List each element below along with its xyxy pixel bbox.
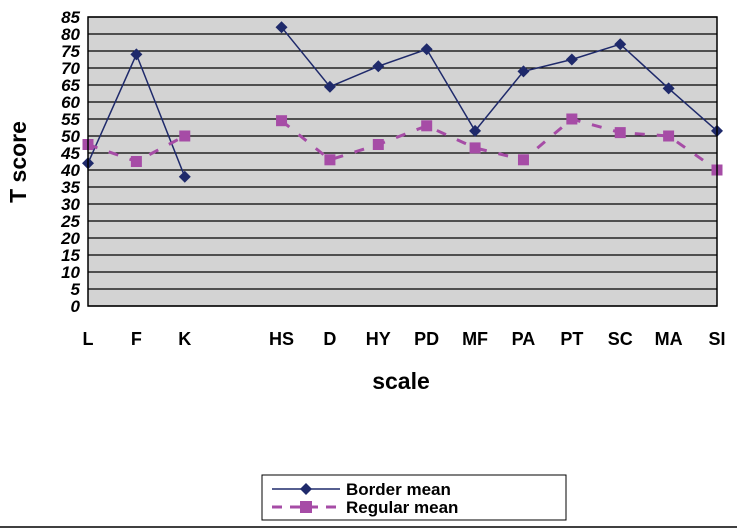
x-tick-label: SC (608, 329, 633, 349)
series-line-border-mean (280, 26, 718, 133)
x-tick-label: PA (512, 329, 536, 349)
x-tick-label: MA (655, 329, 683, 349)
data-point-regular-mean (614, 127, 626, 139)
data-point-regular-mean (130, 156, 142, 167)
data-point-border-mean (130, 48, 143, 61)
y-tick-label: 50 (61, 127, 80, 146)
data-point-border-mean (565, 53, 578, 66)
data-point-regular-mean (276, 115, 288, 127)
y-tick-label: 35 (61, 178, 80, 197)
data-point-border-mean (662, 82, 675, 95)
y-tick-label: 45 (60, 144, 80, 163)
y-tick-label: 85 (61, 8, 80, 27)
x-tick-label: L (83, 329, 94, 349)
x-tick-label: PT (560, 329, 583, 349)
data-point-regular-mean (469, 142, 481, 154)
x-tick-label: HY (366, 329, 391, 349)
legend-regular-mean-marker (300, 501, 312, 513)
legend-border-mean-marker (300, 483, 312, 495)
y-tick-label: 55 (61, 110, 80, 129)
legend-box (261, 474, 567, 521)
data-point-border-mean (372, 60, 385, 73)
x-tick-label: K (178, 329, 191, 349)
y-axis-title: T score (5, 121, 31, 203)
y-tick-label: 10 (61, 263, 80, 282)
x-axis-title: scale (372, 368, 430, 394)
y-tick-label: 75 (61, 42, 80, 61)
x-tick-label: F (131, 329, 142, 349)
y-tick-label: 30 (61, 195, 80, 214)
legend-border-mean-label: Border mean (346, 480, 451, 499)
x-tick-label: D (323, 329, 336, 349)
series-line-regular-mean (280, 117, 718, 172)
y-tick-label: 20 (60, 229, 80, 248)
x-tick-labels: L F K HS D HY PD MF PA PT SC MA SI (83, 329, 726, 349)
data-point-border-mean (469, 124, 482, 137)
y-tick-label: 0 (71, 297, 81, 316)
y-tick-label: 80 (61, 25, 80, 44)
y-tick-label: 5 (71, 280, 81, 299)
data-point-regular-mean (517, 154, 529, 166)
plot-area (88, 17, 717, 306)
data-point-border-mean (178, 170, 191, 183)
x-tick-label: SI (708, 329, 725, 349)
data-point-regular-mean (663, 130, 675, 142)
data-point-regular-mean (179, 130, 191, 142)
data-point-border-mean (323, 80, 336, 93)
x-tick-label: PD (414, 329, 439, 349)
y-tick-label: 60 (61, 93, 80, 112)
y-tick-label: 40 (60, 161, 80, 180)
data-series (82, 21, 723, 183)
y-tick-label: 15 (61, 246, 80, 265)
x-tick-label: HS (269, 329, 294, 349)
data-point-regular-mean (372, 139, 384, 150)
data-point-border-mean (420, 43, 433, 56)
y-tick-label: 70 (61, 59, 80, 78)
y-tick-label: 65 (61, 76, 80, 95)
data-point-regular-mean (566, 113, 578, 125)
data-point-border-mean (275, 21, 288, 34)
legend: Border mean Regular mean (261, 474, 567, 521)
plot-border (87, 16, 718, 307)
data-point-regular-mean (324, 154, 336, 166)
x-tick-label: MF (462, 329, 488, 349)
data-point-regular-mean (421, 120, 433, 132)
data-point-border-mean (614, 38, 627, 51)
legend-regular-mean-label: Regular mean (346, 498, 458, 517)
series-border-mean (82, 21, 723, 183)
data-point-border-mean (517, 65, 530, 78)
y-tick-label: 25 (60, 212, 80, 231)
